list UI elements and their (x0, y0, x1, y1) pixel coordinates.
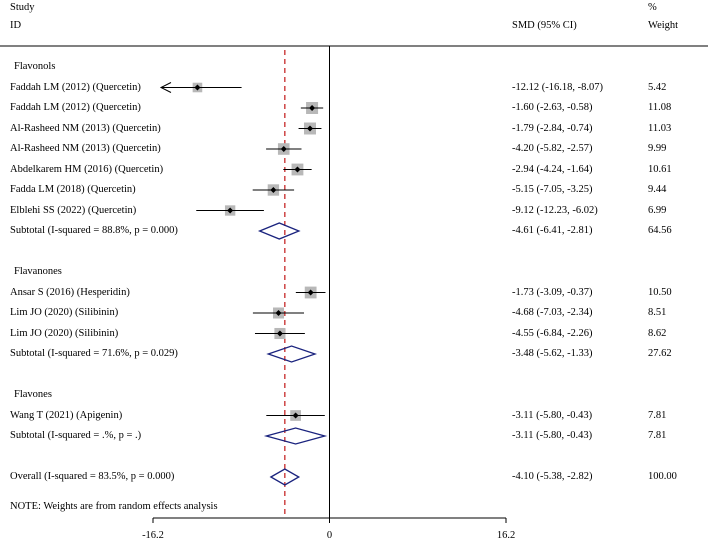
study-ci: -4.55 (-6.84, -2.26) (512, 327, 593, 339)
overall-label: Overall (I-squared = 83.5%, p = 0.000) (10, 471, 175, 482)
group-label: Flavones (14, 389, 52, 400)
point-estimate (275, 310, 282, 316)
study-weight: 11.08 (648, 102, 672, 113)
study-ci: -4.20 (-5.82, -2.57) (512, 143, 593, 154)
subtotal-diamond (266, 345, 318, 363)
subtotal-weight: 7.81 (648, 430, 667, 441)
point-estimate (270, 187, 277, 193)
study-weight: 6.99 (648, 204, 667, 216)
point-estimate (309, 105, 316, 111)
study-ci: -9.12 (-12.23, -6.02) (512, 204, 598, 216)
study-label: Wang T (2021) (Apigenin) (10, 409, 123, 421)
point-estimate (306, 125, 313, 132)
x-tick-label: 0 (326, 530, 333, 541)
subtotal-weight: 27.62 (648, 348, 672, 359)
subtotal-label: Subtotal (I-squared = .%, p = .) (10, 430, 142, 441)
study-label: Fadda LM (2018) (Quercetin) (10, 184, 136, 195)
header-id: ID (10, 20, 22, 31)
group-label: Flavonols (14, 61, 56, 72)
subtotal-diamond (257, 222, 301, 240)
study-ci: -2.94 (-4.24, -1.64) (512, 163, 593, 175)
overall-weight: 100.00 (648, 471, 677, 482)
subtotal-ci: -3.48 (-5.62, -1.33) (512, 348, 593, 359)
study-weight: 9.99 (648, 143, 667, 154)
study-weight: 8.62 (648, 327, 667, 339)
study-label: Elblehi SS (2022) (Quercetin) (10, 204, 137, 216)
x-tick-label: -16.2 (142, 530, 164, 541)
overall-diamond (269, 468, 301, 486)
footnote: NOTE: Weights are from random effects an… (10, 501, 218, 512)
study-label: Abdelkarem HM (2016) (Quercetin) (10, 163, 164, 175)
study-ci: -3.11 (-5.80, -0.43) (512, 409, 593, 421)
point-estimate (280, 146, 287, 152)
study-weight: 10.61 (648, 163, 672, 175)
point-estimate (227, 207, 234, 214)
point-estimate (307, 289, 314, 296)
overall-ci: -4.10 (-5.38, -2.82) (512, 471, 593, 482)
study-ci: -12.12 (-16.18, -8.07) (512, 81, 603, 93)
subtotal-label: Subtotal (I-squared = 71.6%, p = 0.029) (10, 348, 178, 359)
study-label: Lim JO (2020) (Silibinin) (10, 307, 119, 318)
header-weight: Weight (648, 20, 679, 31)
header-study: Study (10, 2, 35, 13)
point-estimate (292, 412, 299, 419)
study-weight: 5.42 (648, 81, 667, 93)
study-label: Ansar S (2016) (Hesperidin) (10, 286, 130, 298)
study-weight: 8.51 (648, 307, 667, 318)
study-label: Faddah LM (2012) (Quercetin) (10, 81, 141, 93)
study-ci: -4.68 (-7.03, -2.34) (512, 307, 593, 318)
group-label: Flavanones (14, 266, 62, 277)
study-ci: -1.79 (-2.84, -0.74) (512, 122, 593, 134)
subtotal-diamond (263, 427, 328, 445)
study-weight: 9.44 (648, 184, 667, 195)
study-label: Al-Rasheed NM (2013) (Quercetin) (10, 122, 161, 134)
point-estimate (194, 84, 201, 91)
subtotal-weight: 64.56 (648, 225, 672, 236)
subtotal-label: Subtotal (I-squared = 88.8%, p = 0.000) (10, 225, 178, 236)
study-weight: 11.03 (648, 122, 672, 134)
study-weight: 10.50 (648, 286, 672, 298)
study-ci: -1.73 (-3.09, -0.37) (512, 286, 593, 298)
study-weight: 7.81 (648, 409, 667, 421)
study-ci: -1.60 (-2.63, -0.58) (512, 102, 593, 113)
x-tick-label: 16.2 (496, 530, 516, 541)
study-ci: -5.15 (-7.05, -3.25) (512, 184, 593, 195)
header-percent: % (648, 2, 657, 13)
subtotal-ci: -3.11 (-5.80, -0.43) (512, 430, 593, 441)
study-label: Lim JO (2020) (Silibinin) (10, 327, 119, 339)
study-label: Al-Rasheed NM (2013) (Quercetin) (10, 143, 161, 154)
point-estimate (276, 330, 283, 337)
header-effect: SMD (95% CI) (512, 20, 577, 31)
subtotal-ci: -4.61 (-6.41, -2.81) (512, 225, 593, 236)
study-label: Faddah LM (2012) (Quercetin) (10, 102, 141, 113)
ci-arrow (159, 82, 172, 93)
point-estimate (294, 166, 301, 173)
